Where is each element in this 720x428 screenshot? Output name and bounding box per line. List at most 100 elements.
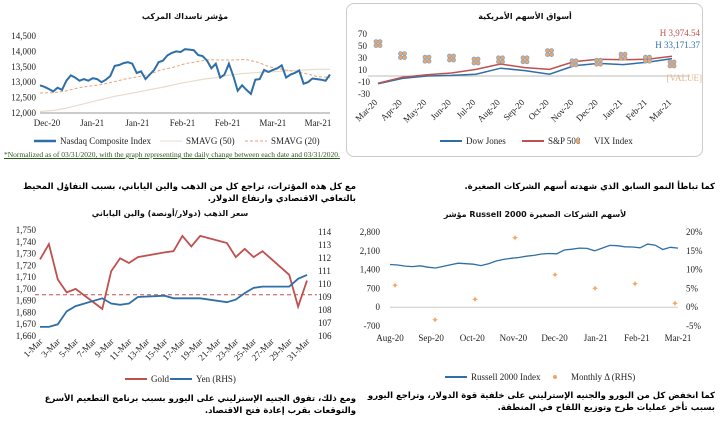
series-russell-line bbox=[389, 243, 679, 269]
y-tick-label: 14,500 bbox=[11, 31, 36, 41]
series-yen-line bbox=[40, 274, 308, 328]
x-tick-label: Jan-21 bbox=[584, 333, 608, 343]
legend-marker bbox=[553, 375, 557, 379]
vix-point bbox=[451, 57, 456, 63]
series-nasdaq-line bbox=[39, 48, 331, 96]
y-right-tick-label: 10% bbox=[686, 265, 703, 275]
y-tick-label: 1,750 bbox=[16, 225, 37, 235]
x-tick-label: 7-Mar bbox=[75, 336, 98, 359]
chart-title: سعر الذهب (دولار/أونصة) والين الياباني bbox=[92, 208, 249, 218]
vix-point bbox=[500, 59, 505, 65]
series-sma50-line bbox=[39, 68, 330, 113]
y-tick-label: 1,400 bbox=[360, 265, 381, 275]
x-tick-label: Sep-20 bbox=[418, 333, 444, 343]
vix-point bbox=[549, 52, 554, 57]
y-right-tick-label: 112 bbox=[318, 253, 331, 263]
legend-label: Monthly Δ (RHS) bbox=[571, 372, 635, 382]
y-tick-label: 30 bbox=[358, 53, 368, 63]
paragraph-sterling: ومع ذلك، تفوق الجنيه الإسترليني على اليو… bbox=[44, 394, 356, 416]
y-tick-label: 13,500 bbox=[11, 62, 36, 72]
x-tick-label: 3-Mar bbox=[39, 336, 62, 359]
y-tick-label: 70 bbox=[358, 29, 368, 39]
y-tick-label: 13,000 bbox=[11, 77, 36, 87]
paragraph-euro: كما انخفض كل من اليورو والجنيه الإسترلين… bbox=[367, 391, 715, 413]
y-tick-label: 1,740 bbox=[16, 237, 37, 247]
y-right-tick-label: 0% bbox=[686, 302, 699, 312]
x-tick-label: Jan-21 bbox=[125, 118, 149, 128]
y-right-tick-label: 106 bbox=[318, 331, 332, 341]
y-tick-label: 700 bbox=[367, 283, 381, 293]
paragraph-gold-yen: مع كل هذه المؤثرات، تراجع كل من الذهب وا… bbox=[23, 182, 356, 204]
y-right-tick-label: 111 bbox=[318, 266, 331, 276]
monthly-change-point: ✦ bbox=[591, 283, 599, 293]
x-tick-label: Oct-20 bbox=[460, 333, 485, 343]
y-tick-label: 1,720 bbox=[16, 260, 37, 270]
y-tick-label: 1,670 bbox=[16, 319, 37, 329]
legend-marker bbox=[576, 139, 580, 143]
y-right-tick-label: 5% bbox=[686, 283, 699, 293]
x-tick-label: 5-Mar bbox=[57, 336, 80, 359]
x-tick-label: Dec-20 bbox=[34, 118, 61, 128]
chart-title: أسواق الأسهم الأمريكية bbox=[478, 11, 572, 21]
y-tick-label: 2,800 bbox=[360, 227, 381, 237]
x-tick-label: Mar-21 bbox=[665, 333, 692, 343]
x-tick-label: Feb-21 bbox=[624, 333, 650, 343]
x-tick-label: Aug-20 bbox=[376, 333, 404, 343]
y-tick-label: 1,710 bbox=[16, 272, 37, 282]
y-right-tick-label: 20% bbox=[686, 227, 703, 237]
y-tick-label: 10 bbox=[358, 65, 368, 75]
vix-point bbox=[671, 63, 677, 69]
paragraph-small-caps: كما تباطأ النمو السابق الذي شهدته أسهم ا… bbox=[464, 182, 715, 192]
vix-point bbox=[573, 62, 579, 68]
annotation-value-placeholder: [VALUE] bbox=[667, 73, 702, 83]
vix-point bbox=[647, 58, 652, 64]
x-tick-label: Feb-21 bbox=[170, 118, 196, 128]
legend-label: Dow Jones bbox=[466, 136, 506, 146]
legend-label: Gold bbox=[151, 374, 170, 384]
y-tick-label: 1,660 bbox=[16, 331, 37, 341]
y-right-tick-label: 109 bbox=[318, 292, 332, 302]
legend-label: SMAVG (50) bbox=[186, 136, 235, 146]
y-tick-label: -700 bbox=[364, 321, 381, 331]
monthly-change-point: ✦ bbox=[671, 298, 679, 308]
chart-title: مؤشر ناسداك المركب bbox=[142, 12, 228, 21]
monthly-change-point: ✦ bbox=[431, 315, 439, 325]
series-dow-jones-line bbox=[377, 57, 673, 85]
y-tick-label: 0 bbox=[376, 302, 381, 312]
x-tick-label: Dec-20 bbox=[541, 333, 568, 343]
footnote: *Normalized as of 03/31/2020, with the g… bbox=[4, 150, 340, 159]
series-sma20-line bbox=[39, 58, 331, 94]
y-tick-label: -30 bbox=[358, 89, 370, 99]
y-tick-label: 1,730 bbox=[16, 249, 37, 259]
vix-point bbox=[622, 55, 628, 61]
x-tick-label: Jan-21 bbox=[80, 118, 104, 128]
monthly-change-point: ✦ bbox=[631, 279, 639, 289]
y-right-tick-label: 113 bbox=[318, 240, 332, 250]
monthly-change-point: ✦ bbox=[511, 233, 519, 243]
legend-label: Russell 2000 Index bbox=[471, 372, 541, 382]
chart-title: مؤشر Russell 2000 لأسهم الشركات الصغيرة bbox=[443, 209, 626, 219]
legend-label: SMAVG (20) bbox=[271, 136, 320, 146]
legend-label: VIX Index bbox=[594, 136, 633, 146]
y-tick-label: 14,000 bbox=[11, 46, 36, 56]
y-right-tick-label: -5% bbox=[686, 321, 701, 331]
x-tick-label: Mar-21 bbox=[259, 118, 286, 128]
y-tick-label: 50 bbox=[358, 41, 368, 51]
y-right-tick-label: 108 bbox=[318, 305, 332, 315]
vix-point bbox=[377, 43, 383, 48]
y-tick-label: 1,700 bbox=[16, 284, 37, 294]
x-tick-label: Nov-20 bbox=[500, 333, 528, 343]
x-tick-label: Mar-21 bbox=[305, 118, 332, 128]
y-right-tick-label: 107 bbox=[318, 318, 332, 328]
annotation-sp500-high: H 3,974.54 bbox=[660, 28, 701, 38]
legend-label: Yen (RHS) bbox=[196, 374, 236, 384]
monthly-change-point: ✦ bbox=[471, 294, 479, 304]
monthly-change-point: ✦ bbox=[391, 280, 399, 290]
series-gold-line bbox=[39, 234, 308, 311]
vix-point bbox=[524, 59, 530, 65]
y-tick-label: 1,690 bbox=[16, 296, 37, 306]
monthly-change-point: ✦ bbox=[551, 270, 559, 280]
vix-point bbox=[475, 60, 481, 66]
us-markets-chart-frame[interactable] bbox=[346, 3, 703, 157]
